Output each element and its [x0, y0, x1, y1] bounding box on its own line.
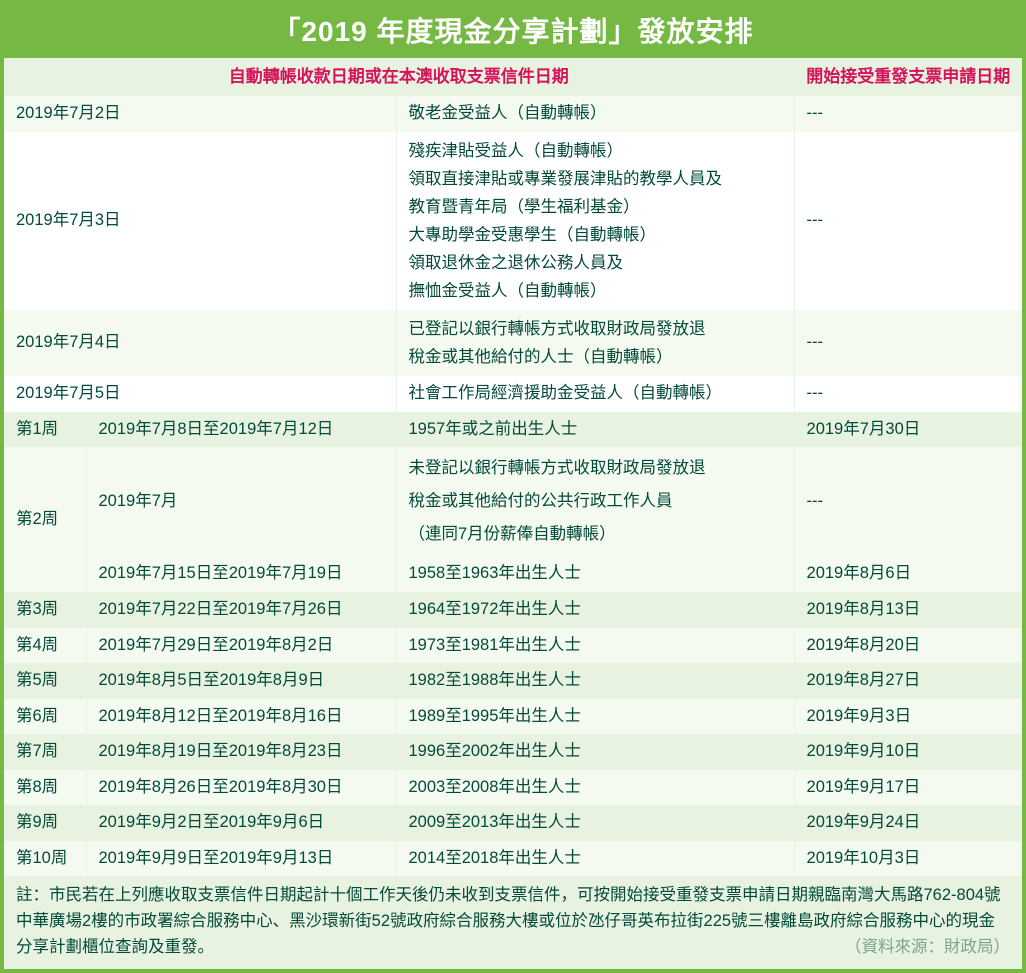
- source-text: （資料來源：財政局）: [845, 935, 1010, 961]
- reissue-cell: 2019年8月13日: [794, 592, 1022, 628]
- table-row: 2019年7月3日殘疾津貼受益人（自動轉帳）領取直接津貼或專業發展津貼的教學人員…: [4, 132, 1022, 310]
- table-row: 第3周2019年7月22日至2019年7月26日1964至1972年出生人士20…: [4, 592, 1022, 628]
- date-cell: 2019年7月22日至2019年7月26日: [86, 592, 396, 628]
- week-cell: 第9周: [4, 805, 86, 841]
- description-cell: 未登記以銀行轉帳方式收取財政局發放退稅金或其他給付的公共行政工作人員（連同7月份…: [396, 447, 794, 556]
- date-cell: 2019年7月5日: [4, 376, 396, 412]
- table-row: 第7周2019年8月19日至2019年8月23日1996至2002年出生人士20…: [4, 734, 1022, 770]
- description-cell: 1989至1995年出生人士: [396, 699, 794, 735]
- reissue-cell: 2019年10月3日: [794, 841, 1022, 877]
- table-row: 2019年7月5日社會工作局經濟援助金受益人（自動轉帳）---: [4, 376, 1022, 412]
- table-row: 第8周2019年8月26日至2019年8月30日2003至2008年出生人士20…: [4, 770, 1022, 806]
- table-row: 第2周2019年7月未登記以銀行轉帳方式收取財政局發放退稅金或其他給付的公共行政…: [4, 447, 1022, 556]
- schedule-table: 自動轉帳收款日期或在本澳收取支票信件日期 開始接受重發支票申請日期 2019年7…: [4, 58, 1022, 876]
- week-cell: 第3周: [4, 592, 86, 628]
- reissue-cell: ---: [794, 447, 1022, 556]
- table-row: 2019年7月4日已登記以銀行轉帳方式收取財政局發放退稅金或其他給付的人士（自動…: [4, 310, 1022, 376]
- header-left: 自動轉帳收款日期或在本澳收取支票信件日期: [4, 58, 794, 96]
- date-cell: 2019年7月29日至2019年8月2日: [86, 628, 396, 664]
- table-row: 第6周2019年8月12日至2019年8月16日1989至1995年出生人士20…: [4, 699, 1022, 735]
- reissue-cell: 2019年9月17日: [794, 770, 1022, 806]
- description-cell: 1996至2002年出生人士: [396, 734, 794, 770]
- description-cell: 敬老金受益人（自動轉帳）: [396, 96, 794, 132]
- description-cell: 2014至2018年出生人士: [396, 841, 794, 877]
- date-cell: 2019年8月5日至2019年8月9日: [86, 663, 396, 699]
- reissue-cell: 2019年7月30日: [794, 412, 1022, 448]
- table-row: 第4周2019年7月29日至2019年8月2日1973至1981年出生人士201…: [4, 628, 1022, 664]
- week-cell: 第7周: [4, 734, 86, 770]
- description-cell: 1958至1963年出生人士: [396, 556, 794, 592]
- reissue-cell: ---: [794, 132, 1022, 310]
- date-cell: 2019年7月3日: [4, 132, 396, 310]
- table-row: 第5周2019年8月5日至2019年8月9日1982至1988年出生人士2019…: [4, 663, 1022, 699]
- table-row: 第1周2019年7月8日至2019年7月12日1957年或之前出生人士2019年…: [4, 412, 1022, 448]
- table-title: 「2019 年度現金分享計劃」發放安排: [4, 4, 1022, 58]
- description-cell: 社會工作局經濟援助金受益人（自動轉帳）: [396, 376, 794, 412]
- reissue-cell: 2019年9月10日: [794, 734, 1022, 770]
- week-cell: 第5周: [4, 663, 86, 699]
- table-row: 第10周2019年9月9日至2019年9月13日2014至2018年出生人士20…: [4, 841, 1022, 877]
- description-cell: 2009至2013年出生人士: [396, 805, 794, 841]
- date-cell: 2019年7月8日至2019年7月12日: [86, 412, 396, 448]
- description-cell: 殘疾津貼受益人（自動轉帳）領取直接津貼或專業發展津貼的教學人員及教育暨青年局（學…: [396, 132, 794, 310]
- date-cell: 2019年9月9日至2019年9月13日: [86, 841, 396, 877]
- description-cell: 1982至1988年出生人士: [396, 663, 794, 699]
- description-cell: 1957年或之前出生人士: [396, 412, 794, 448]
- description-cell: 已登記以銀行轉帳方式收取財政局發放退稅金或其他給付的人士（自動轉帳）: [396, 310, 794, 376]
- reissue-cell: 2019年8月6日: [794, 556, 1022, 592]
- reissue-cell: 2019年8月20日: [794, 628, 1022, 664]
- week-cell: 第6周: [4, 699, 86, 735]
- week-cell: 第10周: [4, 841, 86, 877]
- date-cell: 2019年7月4日: [4, 310, 396, 376]
- reissue-cell: 2019年8月27日: [794, 663, 1022, 699]
- date-cell: 2019年7月2日: [4, 96, 396, 132]
- week-cell: 第2周: [4, 447, 86, 592]
- date-cell: 2019年8月12日至2019年8月16日: [86, 699, 396, 735]
- description-cell: 1973至1981年出生人士: [396, 628, 794, 664]
- date-cell: 2019年9月2日至2019年9月6日: [86, 805, 396, 841]
- table-row: 第9周2019年9月2日至2019年9月6日2009至2013年出生人士2019…: [4, 805, 1022, 841]
- table-header-row: 自動轉帳收款日期或在本澳收取支票信件日期 開始接受重發支票申請日期: [4, 58, 1022, 96]
- reissue-cell: 2019年9月24日: [794, 805, 1022, 841]
- table-row: 2019年7月2日敬老金受益人（自動轉帳）---: [4, 96, 1022, 132]
- week-cell: 第1周: [4, 412, 86, 448]
- reissue-cell: ---: [794, 310, 1022, 376]
- reissue-cell: ---: [794, 376, 1022, 412]
- table-row: 2019年7月15日至2019年7月19日1958至1963年出生人士2019年…: [4, 556, 1022, 592]
- week-cell: 第4周: [4, 628, 86, 664]
- date-cell: 2019年8月26日至2019年8月30日: [86, 770, 396, 806]
- reissue-cell: 2019年9月3日: [794, 699, 1022, 735]
- week-cell: 第8周: [4, 770, 86, 806]
- footnote-block: 註：市民若在上列應收取支票信件日期起計十個工作天後仍未收到支票信件，可按開始接受…: [4, 876, 1022, 969]
- date-cell: 2019年7月: [86, 447, 396, 556]
- date-cell: 2019年8月19日至2019年8月23日: [86, 734, 396, 770]
- date-cell: 2019年7月15日至2019年7月19日: [86, 556, 396, 592]
- schedule-table-container: 「2019 年度現金分享計劃」發放安排 自動轉帳收款日期或在本澳收取支票信件日期…: [0, 0, 1026, 973]
- description-cell: 1964至1972年出生人士: [396, 592, 794, 628]
- header-right: 開始接受重發支票申請日期: [794, 58, 1022, 96]
- reissue-cell: ---: [794, 96, 1022, 132]
- description-cell: 2003至2008年出生人士: [396, 770, 794, 806]
